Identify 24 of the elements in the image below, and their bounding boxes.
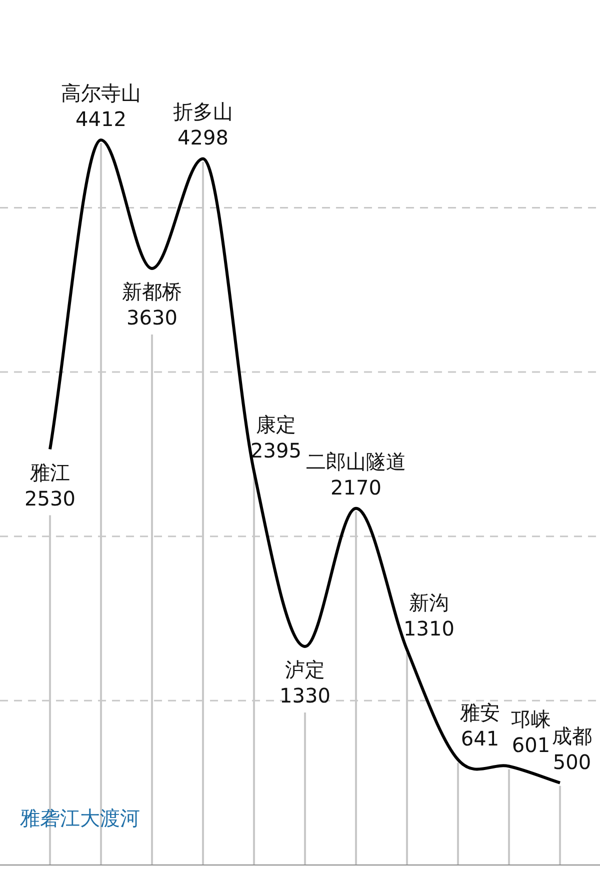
text: 大渡河 xyxy=(80,806,140,830)
data-label: 601 xyxy=(512,733,550,758)
data-label: 2530 xyxy=(24,486,76,510)
x-tick-label: 邛崃 xyxy=(511,707,551,732)
data-label: 4298 xyxy=(178,126,228,150)
x-tick-label: 泸定 xyxy=(285,657,325,682)
x-tick-label: 二郎山隧道 xyxy=(306,449,406,474)
x-tick-label: 新都桥 xyxy=(122,280,182,304)
x-tick-label: 高尔寺山 xyxy=(61,81,141,105)
text: 雅砻江 xyxy=(20,806,80,830)
x-tick-label: 雅安 xyxy=(460,700,500,725)
data-label: 1310 xyxy=(404,616,454,641)
data-label: 500 xyxy=(552,750,592,774)
data-label: 4412 xyxy=(76,107,126,131)
data-label: 1330 xyxy=(280,683,330,708)
data-label: 3630 xyxy=(126,306,178,330)
x-tick-label: 康定 xyxy=(256,412,296,436)
data-label: 2395 xyxy=(250,438,302,462)
x-tick-label: 折多山 xyxy=(173,100,233,124)
data-label: 641 xyxy=(460,726,500,751)
x-tick-label: 雅江 xyxy=(30,460,70,484)
data-label: 2170 xyxy=(330,475,382,500)
x-tick-label: 新沟 xyxy=(409,590,449,615)
x-tick-label: 成都 xyxy=(552,724,592,748)
